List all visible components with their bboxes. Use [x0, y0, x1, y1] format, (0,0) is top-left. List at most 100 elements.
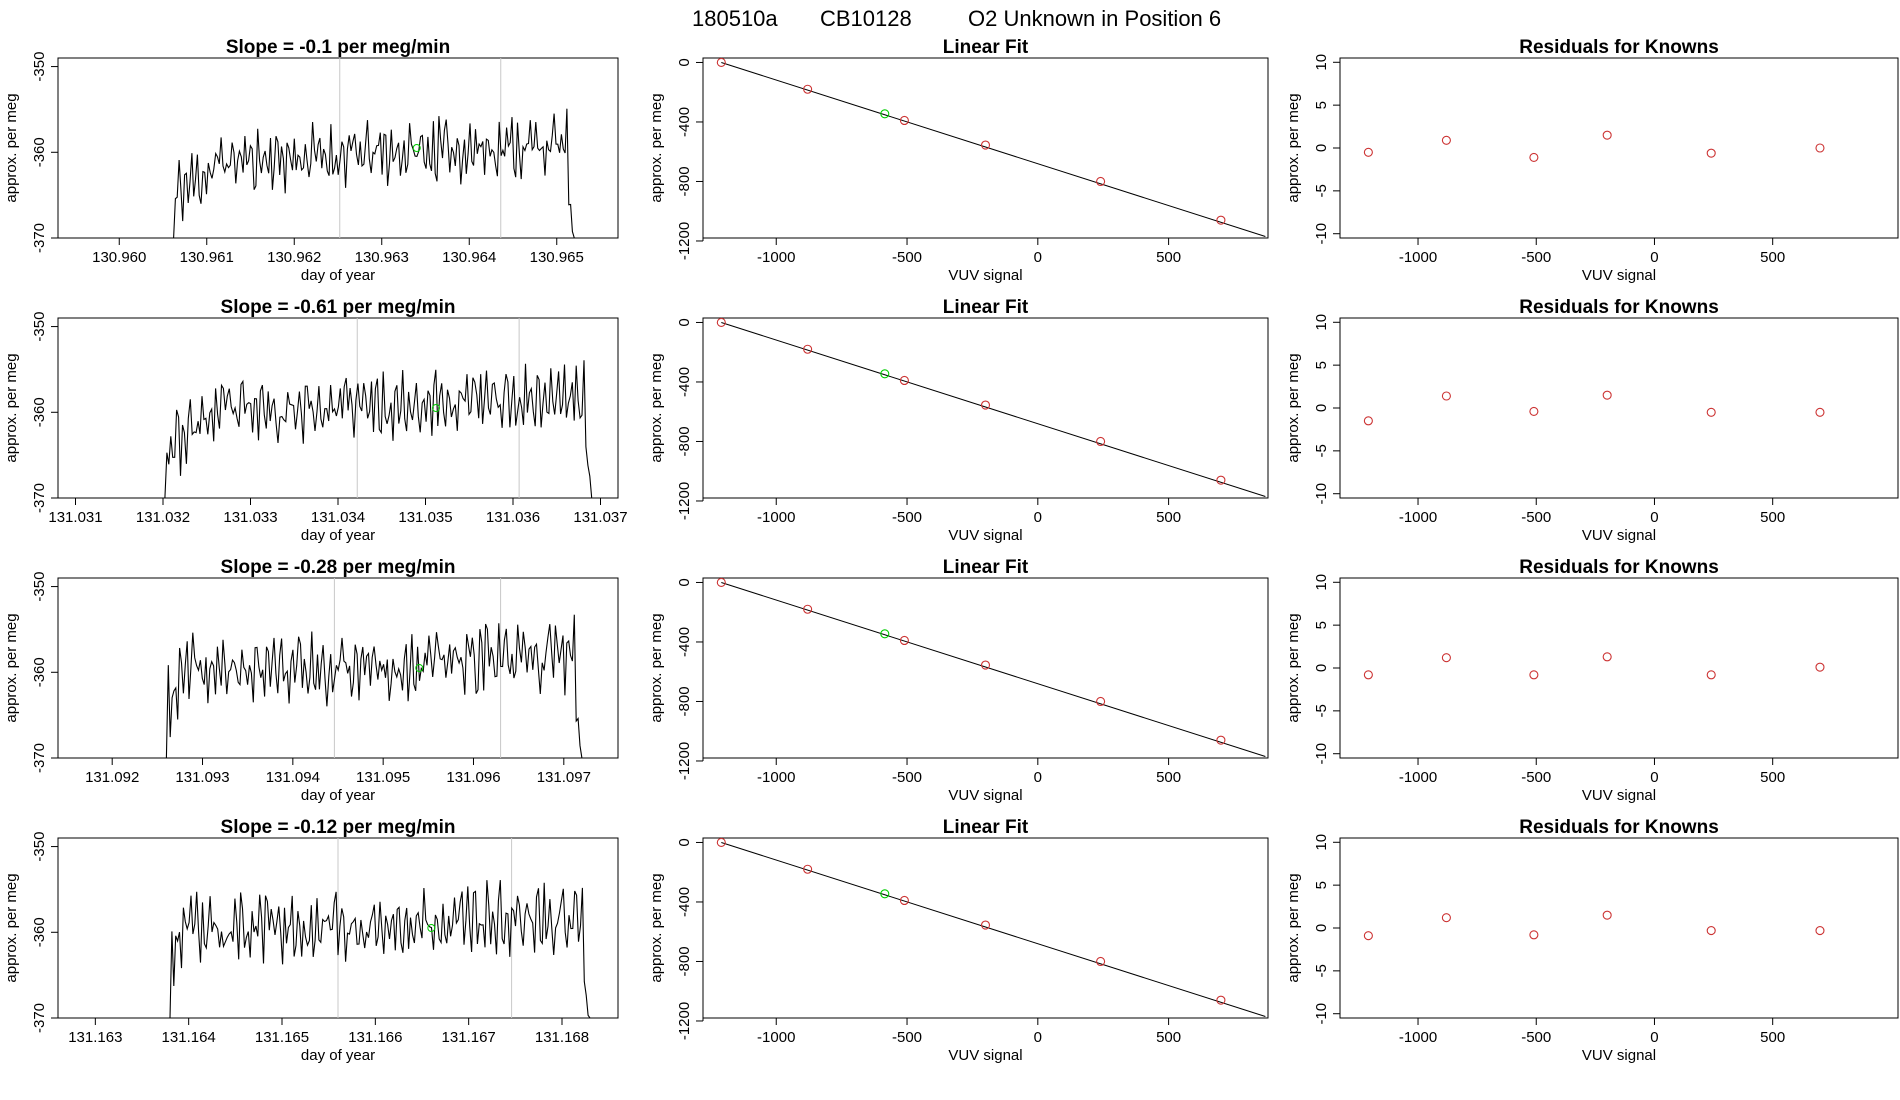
unknown-point: [880, 629, 890, 639]
data-point: [1602, 910, 1612, 920]
x-tick-label: -1000: [1399, 249, 1437, 266]
data-point: [1441, 653, 1451, 663]
data-point: [1096, 176, 1106, 187]
x-tick-label: -1000: [757, 509, 795, 526]
x-axis-label: VUV signal: [1582, 787, 1656, 804]
y-tick-label: 10: [1313, 314, 1330, 331]
chart-panel-r3c2: Linear Fit -1000 -500 0 500 VUV signal 0 -400 -8…: [648, 557, 1269, 804]
y-tick-label: 0: [676, 318, 693, 326]
x-tick-label: 0: [1034, 249, 1042, 266]
x-axis-label: VUV signal: [1582, 1047, 1656, 1064]
y-tick-label: 0: [1313, 664, 1330, 672]
series-line: [58, 360, 593, 499]
x-tick-label: -1000: [1399, 509, 1437, 526]
y-tick-label: -360: [31, 657, 48, 687]
chart-title: Linear Fit: [943, 557, 1029, 578]
data-point: [1216, 995, 1226, 1005]
y-axis-label: approx. per meg: [648, 93, 665, 202]
y-tick-label: -370: [31, 1003, 48, 1033]
x-axis-label: VUV signal: [948, 527, 1022, 544]
chart-panel-r2c2: Linear Fit -1000 -500 0 500 VUV signal 0 -400 -8…: [648, 297, 1269, 544]
chart-panel-r2c1: Slope = -0.61 per meg/min 131.031 131.032 1…: [3, 297, 628, 544]
chart-title: Slope = -0.61 per meg/min: [221, 297, 456, 318]
y-axis-label: approx. per meg: [648, 353, 665, 462]
x-tick-label: 500: [1760, 1029, 1785, 1046]
data-point: [1602, 652, 1612, 662]
y-tick-label: -5: [1313, 444, 1330, 457]
y-axis-label: approx. per meg: [1285, 353, 1302, 462]
header-label: O2 Unknown in Position 6: [968, 6, 1221, 31]
unknown-marker: [412, 144, 421, 152]
data-point: [1363, 147, 1373, 157]
data-point: [716, 577, 726, 588]
plot-frame: [1339, 317, 1899, 499]
x-tick-label: -1000: [757, 1029, 795, 1046]
x-tick-label: 500: [1156, 1029, 1181, 1046]
y-tick-label: 10: [1313, 834, 1330, 851]
y-tick-label: -5: [1313, 964, 1330, 977]
y-axis-label: approx. per meg: [3, 613, 20, 722]
series-line: [58, 614, 583, 759]
y-tick-label: -350: [31, 52, 48, 82]
chart-panel-r4c1: Slope = -0.12 per meg/min 131.163 131.164 1…: [3, 817, 619, 1064]
data-point: [803, 604, 813, 614]
y-tick-label: -1200: [676, 1002, 693, 1040]
y-tick-label: -10: [1313, 743, 1330, 765]
y-tick-label: -360: [31, 917, 48, 947]
data-point: [1529, 930, 1539, 940]
x-axis-label: VUV signal: [1582, 527, 1656, 544]
y-tick-label: -350: [31, 312, 48, 342]
data-point: [899, 895, 909, 906]
y-tick-label: 5: [1313, 101, 1330, 109]
y-tick-label: -400: [676, 367, 693, 397]
data-point: [1216, 475, 1226, 485]
data-point: [1216, 735, 1226, 745]
x-tick-label: 131.036: [486, 509, 540, 526]
x-axis-label: day of year: [301, 267, 375, 284]
x-tick-label: 131.093: [175, 769, 229, 786]
data-point: [1363, 416, 1373, 426]
x-axis-label: VUV signal: [1582, 267, 1656, 284]
data-point: [1706, 926, 1716, 936]
data-point: [899, 635, 909, 646]
x-tick-label: -1000: [757, 769, 795, 786]
x-tick-label: 131.096: [446, 769, 500, 786]
x-tick-label: 500: [1156, 509, 1181, 526]
data-point: [716, 837, 726, 848]
chart-panel-r2c3: Residuals for Knowns -1000 -500 0 500 VUV sig…: [1285, 297, 1899, 544]
x-tick-label: -500: [892, 249, 922, 266]
data-point: [1096, 956, 1106, 967]
x-tick-label: 0: [1650, 1029, 1658, 1046]
plot-frame: [1339, 57, 1899, 239]
chart-panel-r4c2: Linear Fit -1000 -500 0 500 VUV signal 0 -400 -8…: [648, 817, 1269, 1064]
data-point: [1529, 152, 1539, 162]
data-point: [1815, 407, 1825, 417]
x-tick-label: 131.032: [136, 509, 190, 526]
chart-title: Residuals for Knowns: [1519, 557, 1719, 578]
x-tick-label: 0: [1034, 509, 1042, 526]
x-tick-label: 500: [1156, 249, 1181, 266]
x-axis-label: day of year: [301, 1047, 375, 1064]
unknown-marker: [432, 404, 440, 412]
y-tick-label: -1200: [676, 482, 693, 520]
data-point: [980, 660, 991, 670]
data-point: [980, 140, 991, 150]
y-tick-label: -10: [1313, 483, 1330, 505]
fit-line: [721, 321, 1266, 497]
x-tick-label: 131.168: [535, 1029, 589, 1046]
y-tick-label: -370: [31, 483, 48, 513]
y-axis-label: approx. per meg: [1285, 93, 1302, 202]
y-tick-label: 0: [1313, 924, 1330, 932]
x-tick-label: 500: [1760, 769, 1785, 786]
x-tick-label: -500: [1521, 509, 1551, 526]
y-tick-label: -400: [676, 107, 693, 137]
y-tick-label: 5: [1313, 881, 1330, 889]
y-tick-label: -360: [31, 137, 48, 167]
x-tick-label: 131.164: [162, 1029, 216, 1046]
plot-frame: [1339, 837, 1899, 1019]
x-axis-label: VUV signal: [948, 267, 1022, 284]
y-tick-label: -800: [676, 686, 693, 716]
data-point: [1363, 931, 1373, 941]
unknown-marker: [415, 664, 424, 672]
x-tick-label: 0: [1650, 769, 1658, 786]
